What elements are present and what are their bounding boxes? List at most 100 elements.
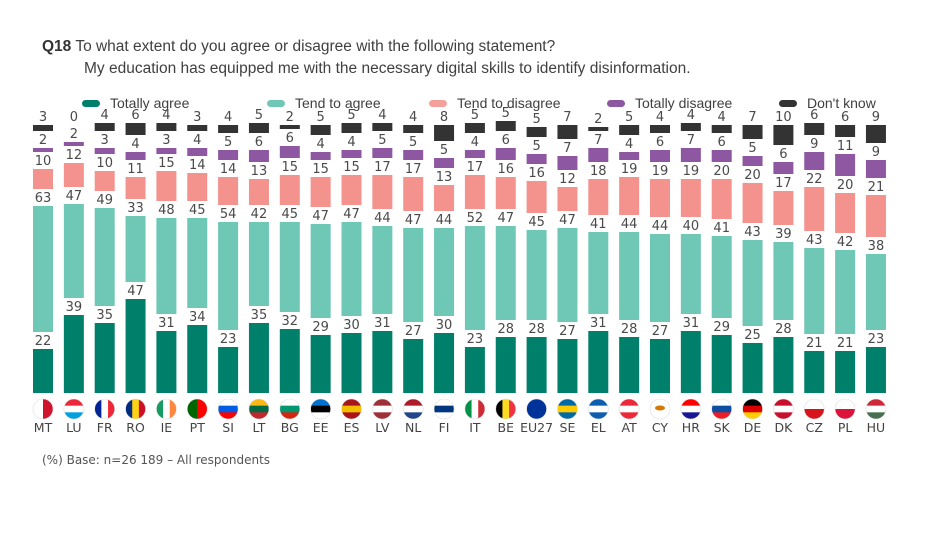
flag-icon-se [557,398,578,420]
data-label-dont-know: 8 [440,110,448,125]
bar-segment-tend-to-agree [341,222,362,316]
base-note: (%) Base: n=26 189 – All respondents [42,453,271,467]
bar-segment-totally-disagree [248,150,269,162]
bar-segment-tend-to-agree [526,230,547,320]
flag-icon-ro [125,398,146,420]
data-label-totally-disagree: 3 [101,133,109,148]
data-label-tend-to-agree: 41 [713,221,730,236]
data-label-dont-know: 5 [317,110,325,125]
data-label-dont-know: 3 [39,110,47,125]
data-label-tend-to-agree: 54 [220,207,237,222]
data-label-totally-disagree: 5 [440,143,448,158]
bar-segment-tend-to-disagree [773,191,794,225]
bar-segment-tend-to-disagree [63,163,84,187]
bar-segment-tend-to-agree [248,222,269,306]
question-text: To what extent do you agree or disagree … [75,38,556,55]
flag-icon-ie [156,398,177,420]
bar-segment-totally-disagree [218,150,239,160]
data-label-dont-know: 4 [409,110,417,125]
bar-segment-totally-agree [835,351,856,393]
data-label-totally-agree: 28 [497,322,514,337]
bar-segment-totally-disagree [495,148,516,160]
bar-segment-totally-disagree [94,148,115,154]
data-label-tend-to-agree: 44 [652,219,669,234]
data-label-totally-disagree: 4 [131,137,139,152]
data-label-totally-agree: 39 [66,300,83,315]
data-label-tend-to-agree: 39 [775,227,792,242]
bar-segment-tend-to-agree [557,228,578,322]
category-label: ES [344,420,360,435]
bar-segment-tend-to-disagree [835,193,856,233]
category-label: HR [682,420,700,435]
bar-segment-tend-to-agree [619,232,640,320]
bar-segment-totally-agree [526,337,547,393]
bar-segment-totally-agree [187,325,208,393]
data-label-totally-agree: 35 [96,308,113,323]
bar-segment-totally-disagree [187,148,208,156]
data-label-totally-agree: 21 [806,336,823,351]
category-label: LU [66,420,82,435]
bar-segment-totally-agree [63,315,84,393]
question-code: Q18 [42,38,72,55]
category-label: FI [439,420,450,435]
flag-icon-lt [248,398,270,420]
data-label-tend-to-agree: 33 [127,201,144,216]
data-label-totally-agree: 22 [35,334,52,349]
data-label-dont-know: 10 [775,110,792,125]
data-label-tend-to-disagree: 14 [220,162,237,177]
bar-segment-totally-agree [865,347,886,393]
data-label-totally-disagree: 6 [656,135,664,150]
legend-label: Tend to agree [295,95,381,111]
bar-segment-dont-know [680,123,701,131]
bar-segment-totally-disagree [773,162,794,174]
category-label: BE [498,420,515,435]
bar-segment-tend-to-agree [156,218,177,314]
bar-segment-totally-agree [588,331,609,393]
bar-segment-totally-agree [711,335,732,393]
bar-segment-tend-to-agree [434,228,455,316]
bar-segment-totally-disagree [619,152,640,160]
data-label-totally-agree: 29 [713,320,730,335]
bar-segment-tend-to-disagree [310,177,331,207]
bar-segment-dont-know [495,121,516,131]
category-label: HU [867,420,886,435]
data-label-tend-to-agree: 47 [405,213,422,228]
bar-segment-totally-agree [403,339,424,393]
bar-segment-tend-to-agree [773,242,794,320]
bar-segment-tend-to-disagree [125,177,146,199]
data-label-tend-to-disagree: 20 [837,178,854,193]
flag-icon-de [742,398,763,420]
flag-icon-it [464,398,486,420]
bar-segment-dont-know [187,125,208,131]
flag-icon-cy [649,398,671,420]
flag-icon-sk [711,398,733,420]
bar-segment-totally-disagree [125,152,146,160]
bar-segment-dont-know [248,123,269,133]
data-label-totally-disagree: 4 [625,137,633,152]
data-label-totally-disagree: 4 [193,133,201,148]
category-label: BG [281,420,299,435]
data-label-tend-to-disagree: 16 [528,166,545,181]
data-label-totally-agree: 27 [652,324,669,339]
bar-segment-dont-know [711,125,732,133]
category-label: SK [714,420,731,435]
data-label-totally-agree: 28 [775,322,792,337]
data-label-totally-disagree: 5 [378,133,386,148]
bar-segment-dont-know [33,125,53,131]
category-label: MT [34,420,53,435]
bar-segment-totally-disagree [804,152,825,170]
bar-segment-totally-disagree [588,148,609,162]
data-label-dont-know: 5 [532,112,540,127]
bar-segment-totally-agree [218,347,239,393]
bar-segment-totally-disagree [680,148,701,162]
data-label-tend-to-disagree: 20 [744,168,761,183]
flag-icon-hu [865,398,887,420]
data-label-totally-disagree: 6 [502,133,510,148]
legend-swatch [779,99,797,107]
flag-icon-es [341,398,362,420]
data-label-tend-to-agree: 49 [96,193,113,208]
data-label-dont-know: 6 [810,108,818,123]
bar-segment-tend-to-agree [680,234,701,314]
data-label-dont-know: 7 [748,110,756,125]
data-label-totally-agree: 31 [590,316,607,331]
